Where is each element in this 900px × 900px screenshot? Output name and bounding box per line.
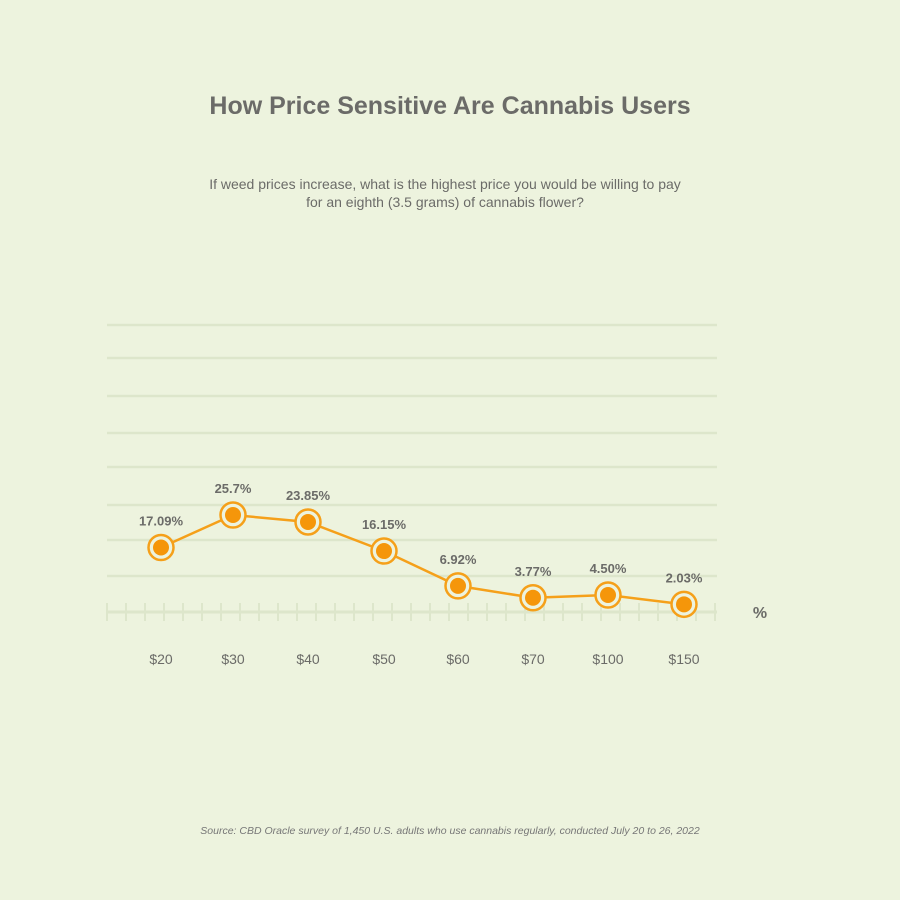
data-label: 23.85%	[286, 488, 331, 503]
y-axis-label: %	[753, 605, 767, 622]
data-point	[300, 513, 316, 530]
data-point	[153, 539, 169, 556]
data-label: 2.03%	[666, 570, 703, 585]
x-tick-label: $50	[372, 651, 396, 667]
data-label: 16.15%	[362, 517, 407, 532]
source-note: Source: CBD Oracle survey of 1,450 U.S. …	[200, 825, 700, 837]
chart-subtitle: If weed prices increase, what is the hig…	[209, 176, 681, 210]
data-point	[676, 596, 692, 613]
x-tick-label: $60	[446, 651, 470, 667]
data-label: 25.7%	[215, 481, 252, 496]
x-tick-label: $20	[149, 651, 173, 667]
data-point	[376, 543, 392, 560]
x-tick-label: $70	[521, 651, 545, 667]
data-label: 3.77%	[515, 564, 552, 579]
chart-title: How Price Sensitive Are Cannabis Users	[209, 92, 691, 120]
x-tick-label: $150	[668, 651, 699, 667]
data-point	[450, 577, 466, 594]
data-point	[525, 589, 541, 606]
data-label: 6.92%	[440, 552, 477, 567]
x-tick-label: $30	[221, 651, 245, 667]
x-tick-label: $100	[592, 651, 623, 667]
data-point	[225, 507, 241, 523]
x-tick-label: $40	[296, 651, 320, 667]
data-label: 17.09%	[139, 513, 184, 528]
data-point	[600, 587, 616, 604]
data-label: 4.50%	[590, 561, 627, 576]
